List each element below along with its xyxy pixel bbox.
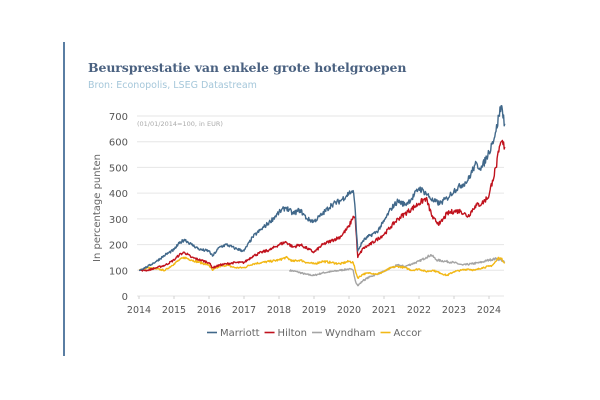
legend-label: Wyndham <box>325 328 376 339</box>
y-tick-label: 400 <box>109 189 128 200</box>
y-tick-label: 600 <box>109 138 128 149</box>
legend-item-hilton: Hilton <box>264 328 307 339</box>
x-tick-label: 2016 <box>197 305 221 316</box>
legend-item-wyndham: Wyndham <box>312 328 376 339</box>
x-tick-label: 2023 <box>442 305 466 316</box>
y-tick-label: 700 <box>109 112 128 123</box>
series-line-marriott <box>138 105 506 271</box>
legend-label: Accor <box>394 328 423 339</box>
legend-label: Marriott <box>220 328 260 339</box>
y-tick-label: 200 <box>109 241 128 252</box>
chart-annotation: (01/01/2014=100, in EUR) <box>137 120 223 128</box>
y-axis-ticks: 0 100 200 300 400 500 600 700 <box>109 112 128 303</box>
series-lines <box>138 105 506 287</box>
x-axis-ticks: 2014 2015 2016 2017 2018 2019 2020 2021 2022 2023… <box>127 296 501 316</box>
legend: Marriott Hilton Wyndham Accor <box>207 328 422 339</box>
y-tick-label: 0 <box>122 292 128 303</box>
series-line-wyndham <box>288 254 506 287</box>
legend-item-marriott: Marriott <box>207 328 260 339</box>
chart-source: Bron: Econopolis, LSEG Datastream <box>88 80 257 91</box>
x-tick-label: 2021 <box>372 305 396 316</box>
accent-bar <box>63 42 65 356</box>
x-tick-label: 2018 <box>267 305 291 316</box>
x-tick-label: 2019 <box>302 305 326 316</box>
y-tick-label: 300 <box>109 215 128 226</box>
x-tick-label: 2017 <box>232 305 256 316</box>
gridlines <box>137 115 504 297</box>
legend-label: Hilton <box>278 328 307 339</box>
x-tick-label: 2015 <box>162 305 186 316</box>
x-tick-label: 2024 <box>477 305 501 316</box>
x-tick-label: 2020 <box>337 305 361 316</box>
y-tick-label: 100 <box>109 266 128 277</box>
series-line-accor <box>138 255 506 279</box>
y-axis-label: In percentage punten <box>92 154 103 262</box>
chart-title: Beursprestatie van enkele grote hotelgro… <box>88 60 407 75</box>
x-tick-label: 2022 <box>407 305 431 316</box>
series-line-hilton <box>138 139 506 272</box>
x-tick-label: 2014 <box>127 305 151 316</box>
y-tick-label: 500 <box>109 163 128 174</box>
legend-item-accor: Accor <box>380 328 423 339</box>
